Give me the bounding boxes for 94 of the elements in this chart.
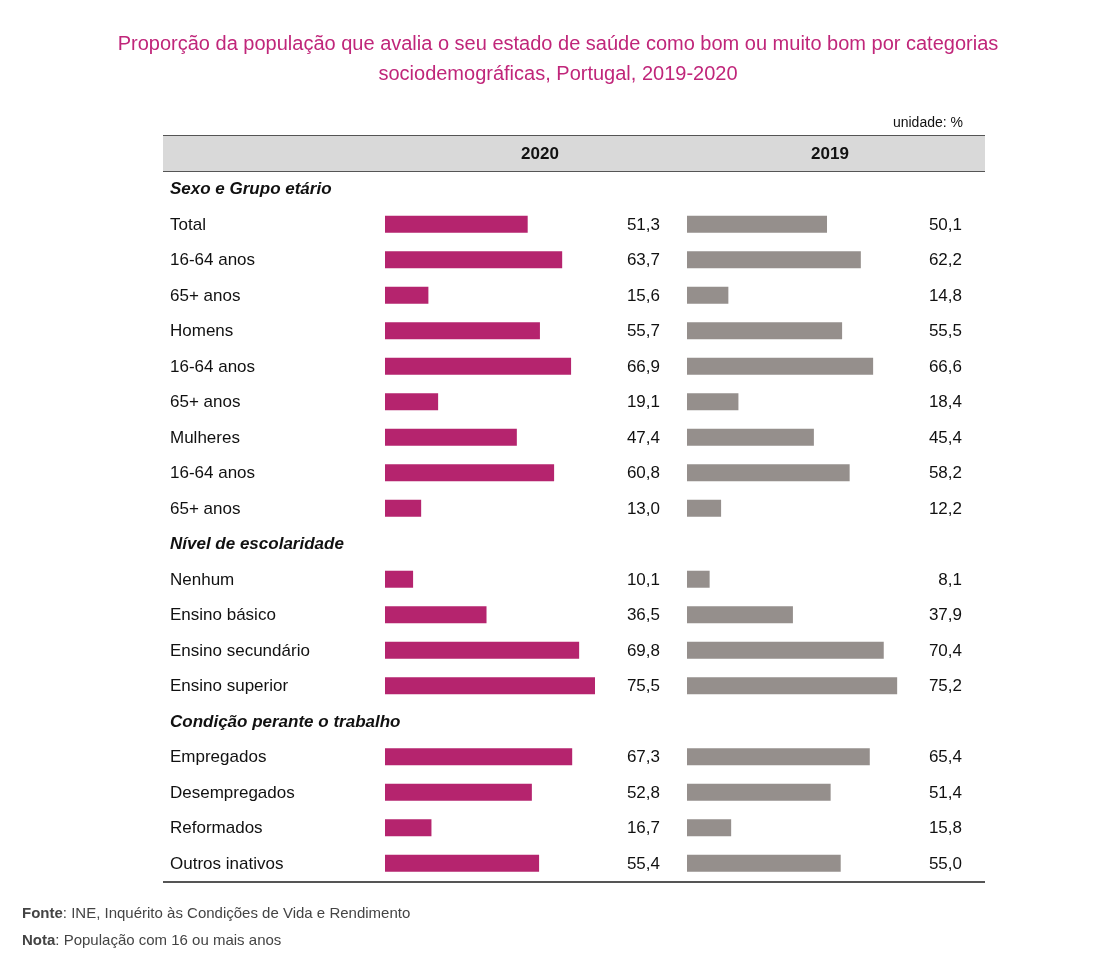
data-label: 55,7: [626, 321, 660, 341]
data-label: 15,8: [928, 818, 962, 838]
data-label: 55,0: [928, 853, 962, 873]
data-label: 65,4: [928, 747, 962, 767]
y-tick-label: Nenhum: [170, 569, 235, 589]
data-label: 62,2: [928, 250, 962, 270]
y-tick-label: Reformados: [170, 818, 263, 838]
data-label: 60,8: [626, 463, 660, 483]
bar: [687, 215, 828, 233]
bar: [385, 251, 563, 269]
bar: [385, 357, 572, 375]
y-tick-label: Ensino básico: [170, 605, 276, 625]
text: Nota: População com 16 ou mais anos: [22, 931, 282, 948]
bar: [687, 428, 814, 446]
bar: [385, 677, 595, 695]
bar: [687, 677, 898, 695]
y-tick-label: Nível de escolaridade: [170, 534, 344, 554]
bar: [385, 783, 532, 801]
data-label: 47,4: [626, 427, 660, 447]
bar: [385, 819, 432, 837]
y-tick-label: Outros inativos: [170, 853, 284, 873]
bar: [687, 819, 732, 837]
y-tick-label: Mulheres: [170, 427, 240, 447]
y-tick-label: Empregados: [170, 747, 267, 767]
data-label: 55,5: [928, 321, 962, 341]
data-label: 63,7: [626, 250, 660, 270]
data-label: 10,1: [626, 569, 660, 589]
y-tick-label: Homens: [170, 321, 234, 341]
bar: [385, 428, 517, 446]
bar: [385, 215, 528, 233]
bar: [385, 570, 414, 588]
y-tick-label: Ensino superior: [170, 676, 289, 696]
y-tick-label: Ensino secundário: [170, 640, 310, 660]
data-label: 37,9: [928, 605, 962, 625]
bar: [385, 322, 540, 340]
y-tick-label: Condição perante o trabalho: [170, 711, 401, 731]
bar: [687, 499, 722, 517]
y-tick-label: 65+ anos: [170, 392, 241, 412]
bar: [687, 854, 841, 872]
y-tick-label: Total: [170, 214, 206, 234]
data-label: 45,4: [928, 427, 962, 447]
data-label: 36,5: [626, 605, 660, 625]
y-tick-label: 16-64 anos: [170, 250, 256, 270]
data-label: 14,8: [928, 285, 962, 305]
data-label: 67,3: [626, 747, 660, 767]
bar: [687, 286, 729, 304]
source-note: Fonte: INE, Inquérito às Condições de Vida e Rendimento: [22, 904, 411, 921]
bar: [385, 854, 540, 872]
bar: [687, 357, 874, 375]
data-label: 16,7: [626, 818, 660, 838]
bar: [385, 286, 429, 304]
text: 2019: [810, 144, 850, 164]
data-label: 66,9: [626, 356, 660, 376]
bar: [385, 464, 555, 482]
data-label: 13,0: [626, 498, 660, 518]
bar: [687, 322, 843, 340]
y-tick-label: Desempregados: [170, 782, 295, 802]
y-tick-label: 16-64 anos: [170, 463, 256, 483]
data-label: 70,4: [928, 640, 962, 660]
bar: [687, 464, 850, 482]
bar: [385, 641, 580, 659]
data-label: 58,2: [928, 463, 962, 483]
data-label: 15,6: [626, 285, 660, 305]
data-label: 12,2: [928, 498, 962, 518]
text: unidade: %: [892, 114, 963, 130]
bar: [687, 606, 793, 624]
bar: [687, 748, 870, 766]
data-label: 75,2: [928, 676, 962, 696]
data-label: 75,5: [626, 676, 660, 696]
data-label: 55,4: [626, 853, 660, 873]
bar: [385, 748, 573, 766]
y-tick-label: 65+ anos: [170, 498, 241, 518]
bar: [687, 393, 739, 411]
data-label: 50,1: [928, 214, 962, 234]
data-label: 69,8: [626, 640, 660, 660]
bar: [385, 606, 487, 624]
bar: [687, 641, 884, 659]
data-label: 51,4: [928, 782, 962, 802]
data-label: 19,1: [626, 392, 660, 412]
data-label: 18,4: [928, 392, 962, 412]
y-tick-label: 65+ anos: [170, 285, 241, 305]
bar: [687, 570, 710, 588]
chart-title: Proporção da população que avalia o seu estado de saúde como bom ou muito bom por categorias sociodemográficas, Portugal, 2019-2020: [116, 31, 1000, 86]
text: 2020: [520, 144, 560, 164]
data-label: 8,1: [938, 569, 962, 589]
data-label: 51,3: [626, 214, 660, 234]
bar: [385, 393, 439, 411]
y-tick-label: Sexo e Grupo etário: [170, 179, 332, 199]
data-label: 66,6: [928, 356, 962, 376]
bar: [687, 783, 831, 801]
bar: [385, 499, 422, 517]
y-tick-label: 16-64 anos: [170, 356, 256, 376]
data-label: 52,8: [626, 782, 660, 802]
bar: [687, 251, 861, 269]
